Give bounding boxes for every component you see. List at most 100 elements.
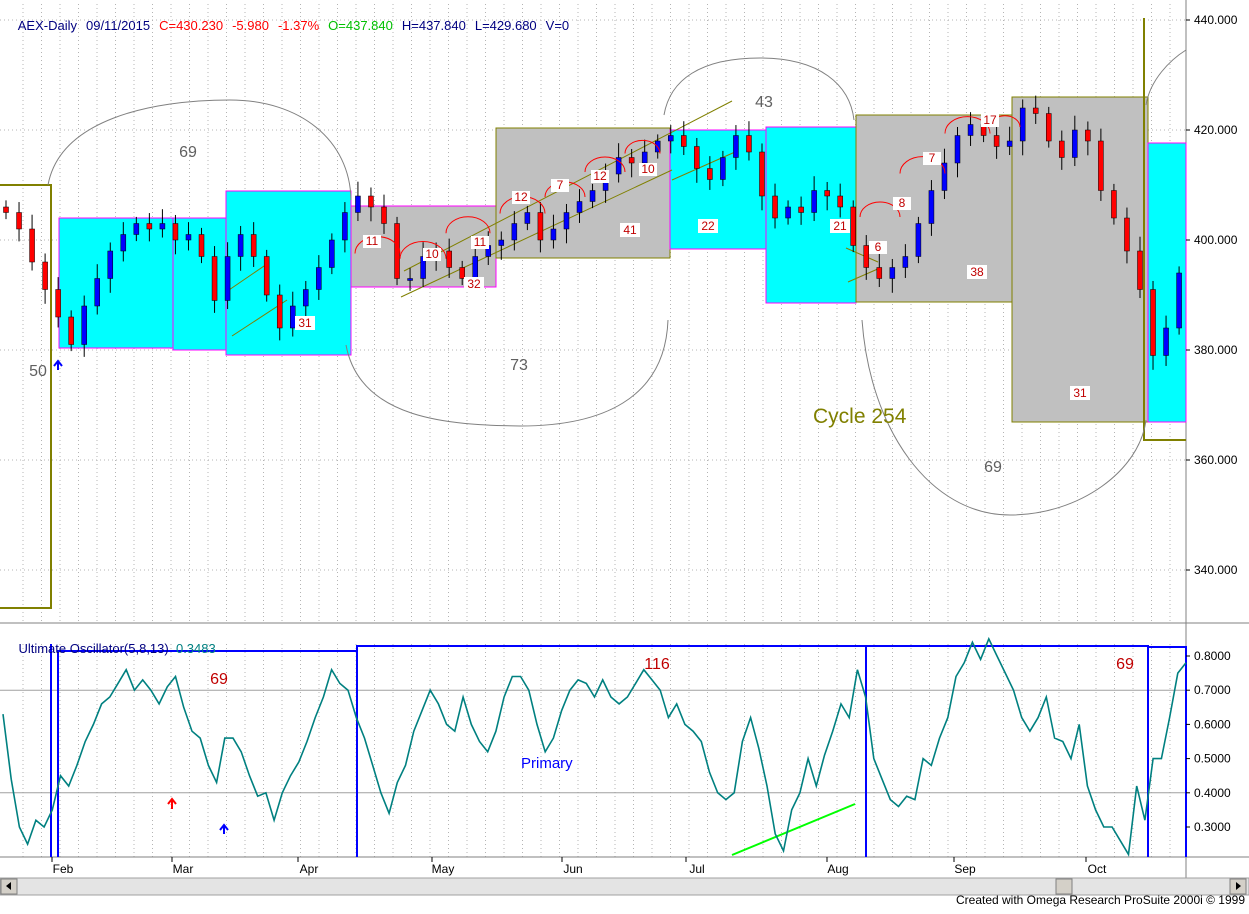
candle-body (889, 267, 896, 279)
candle-body (1150, 289, 1156, 356)
box-label: 22 (701, 219, 715, 233)
candle-body (198, 234, 205, 257)
candle-body (498, 239, 505, 246)
candle-body (16, 212, 22, 230)
symbol-label: AEX-Daily (17, 18, 77, 33)
candle-body (172, 223, 179, 241)
candle-body (811, 190, 817, 213)
candle-label: 10 (641, 162, 655, 176)
candle-body (1045, 113, 1052, 142)
change-pct-label: -1.37% (277, 18, 320, 33)
candle-body (68, 316, 74, 345)
candle-body (303, 289, 309, 307)
cycle-box (1011, 96, 1149, 423)
candle-label-bg (591, 170, 609, 183)
osc-cycle-box (1147, 646, 1187, 857)
y-tick-label: 400.000 (1194, 233, 1238, 247)
box-label: 41 (623, 223, 637, 237)
sub-cycle-arc (859, 201, 901, 218)
cycle-label: 43 (755, 94, 773, 111)
trend-channel-line (847, 267, 881, 283)
box-label-bg (830, 219, 850, 233)
box-label: 21 (833, 219, 847, 233)
candle-body (850, 206, 856, 246)
scroll-thumb[interactable] (1055, 878, 1073, 895)
candle-body (681, 135, 687, 147)
candle-body (146, 223, 153, 230)
candle-body (107, 250, 114, 279)
osc-primary-label: Primary (521, 755, 573, 772)
bracket-right (1143, 18, 1186, 441)
cycle-label: 69 (179, 144, 197, 161)
osc-y-tick-label: 0.4000 (1194, 786, 1231, 800)
oscillator-header: Ultimate Oscillator(5,8,13) 0.3483 (4, 626, 215, 671)
sub-cycle-arc (899, 156, 946, 174)
cycle-label: 50 (29, 363, 47, 380)
candle-body (355, 195, 361, 213)
candle-body (1032, 107, 1039, 114)
candle-body (1072, 129, 1078, 158)
candle-body (446, 250, 452, 268)
osc-cycle-label: 69 (210, 671, 228, 688)
cycle-box (58, 217, 174, 349)
candle-body (3, 206, 9, 213)
x-tick-label: Oct (1088, 862, 1107, 876)
box-label: 38 (970, 265, 984, 279)
trend-channel-line (225, 263, 268, 293)
open-label: O=437.840 (328, 18, 393, 33)
candle-body (733, 135, 739, 158)
box-label-bg (967, 265, 987, 279)
candle-body (55, 289, 61, 318)
box-label-bg (464, 277, 484, 291)
candle-body (915, 223, 922, 257)
y-tick-label: 360.000 (1194, 453, 1238, 467)
candle-label-bg (363, 235, 381, 248)
box-label: 32 (467, 277, 481, 291)
cycle-label: 69 (984, 459, 1002, 476)
candle-body (589, 190, 596, 202)
cycle-caption: Cycle 254 (813, 405, 907, 428)
candle-label-bg (923, 152, 941, 165)
candle-body (211, 256, 218, 301)
candle-body (707, 168, 713, 180)
candle-body (329, 239, 335, 268)
candle-body (472, 256, 478, 279)
scrollbar-track[interactable] (0, 877, 1249, 896)
candle-body (29, 228, 35, 263)
cycle-arc (47, 99, 352, 201)
blue-up-arrow-icon (219, 823, 229, 834)
cycle-arc (861, 319, 1147, 516)
candle-body (941, 162, 948, 191)
candle-body (237, 234, 244, 257)
candle-body (159, 223, 166, 230)
candle-body (1124, 217, 1130, 252)
candle-body (42, 261, 48, 290)
candle-body (394, 223, 400, 279)
candle-label-bg (893, 197, 911, 210)
x-tick-label: Jun (563, 862, 582, 876)
cycle-arc (1145, 49, 1187, 106)
candle-body (902, 256, 909, 268)
candle-body (524, 212, 531, 224)
oscillator-name: Ultimate Oscillator(5,8,13) (18, 641, 169, 656)
candle-label-bg (423, 248, 441, 261)
candle-body (746, 135, 752, 153)
candle-body (342, 212, 348, 241)
oscillator-panel: 69 116 69 Primary (2, 636, 1187, 857)
osc-y-tick-label: 0.7000 (1194, 683, 1231, 697)
box-label-bg (295, 316, 315, 330)
candle-label-bg (551, 179, 569, 192)
cycle-arc (663, 57, 855, 121)
osc-cycle-label: 116 (644, 656, 670, 673)
x-tick-label: Feb (53, 862, 74, 876)
osc-y-tick-label: 0.8000 (1194, 649, 1231, 663)
cycle-arc (345, 319, 669, 427)
x-tick-label: Apr (300, 862, 319, 876)
price-header: AEX-Daily 09/11/2015 C=430.230 -5.980 -1.37%… (4, 3, 578, 48)
bracket-left (0, 184, 52, 609)
candle-label: 11 (474, 235, 487, 249)
candle-body (772, 195, 778, 219)
osc-y-tick-label: 0.3000 (1194, 820, 1231, 834)
close-label: C=430.230 (159, 18, 224, 33)
candle-body (628, 157, 635, 164)
